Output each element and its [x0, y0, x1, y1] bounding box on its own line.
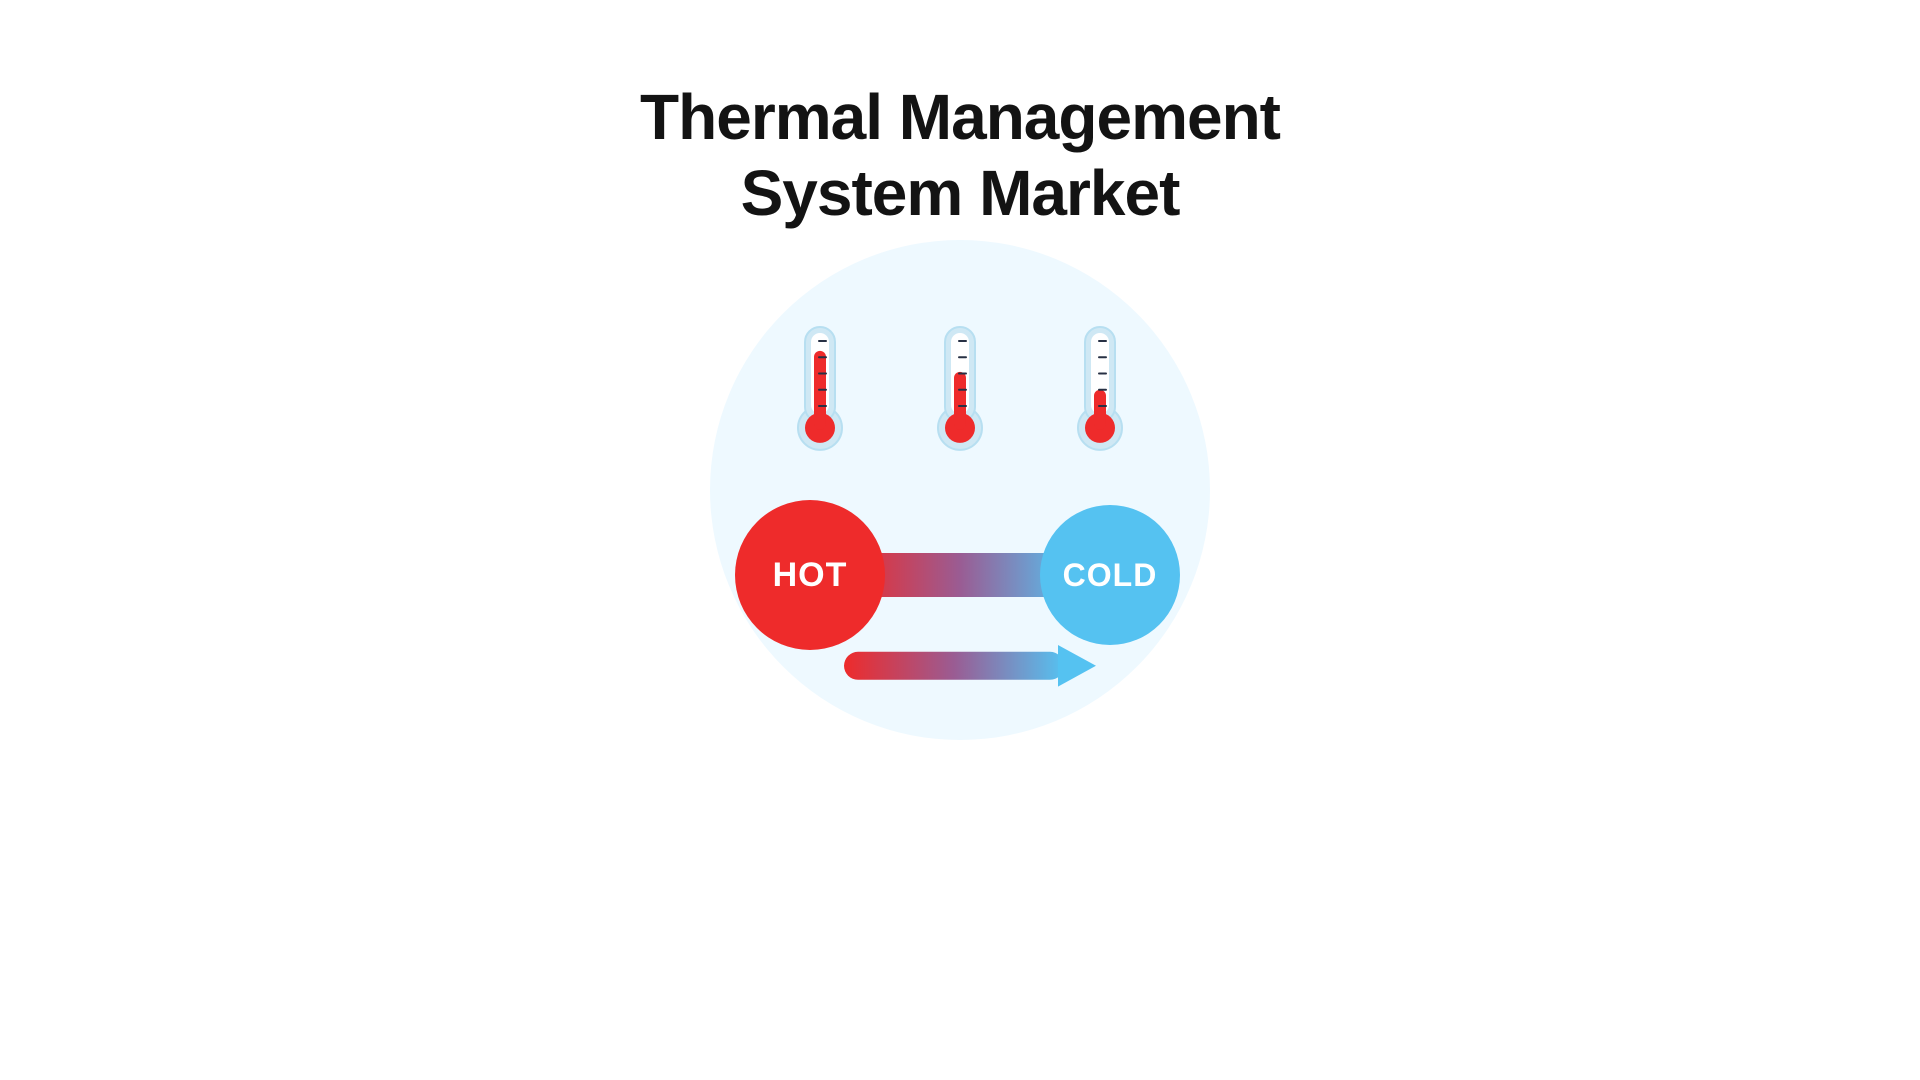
title-line-1: Thermal Management	[192, 80, 1728, 156]
hot-label: HOT	[773, 556, 848, 595]
direction-arrow	[844, 645, 1096, 687]
title-line-2: System Market	[192, 156, 1728, 232]
hot-node: HOT	[735, 500, 885, 650]
thermometer-cold-icon	[1073, 325, 1127, 459]
thermometer-medium-icon	[933, 325, 987, 459]
arrow-icon	[844, 645, 1096, 687]
thermometer-group	[793, 325, 1127, 485]
hot-cold-group: HOT COLD	[735, 500, 1185, 650]
cold-label: COLD	[1063, 557, 1158, 594]
cold-node: COLD	[1040, 505, 1180, 645]
page-title: Thermal Management System Market	[192, 80, 1728, 231]
thermometer-hot-icon	[793, 325, 847, 459]
infographic-panel: Thermal Management System Market	[192, 80, 1728, 1000]
